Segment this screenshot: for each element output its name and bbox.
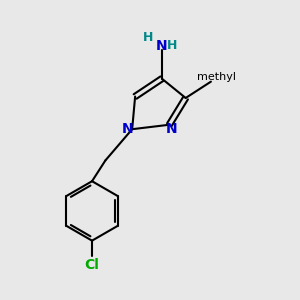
Text: H: H <box>167 40 178 52</box>
Text: N: N <box>122 122 134 136</box>
Text: N: N <box>166 122 177 136</box>
Text: N: N <box>156 39 168 53</box>
Text: Cl: Cl <box>85 258 100 272</box>
Text: H: H <box>143 31 154 44</box>
Text: methyl: methyl <box>197 72 236 82</box>
